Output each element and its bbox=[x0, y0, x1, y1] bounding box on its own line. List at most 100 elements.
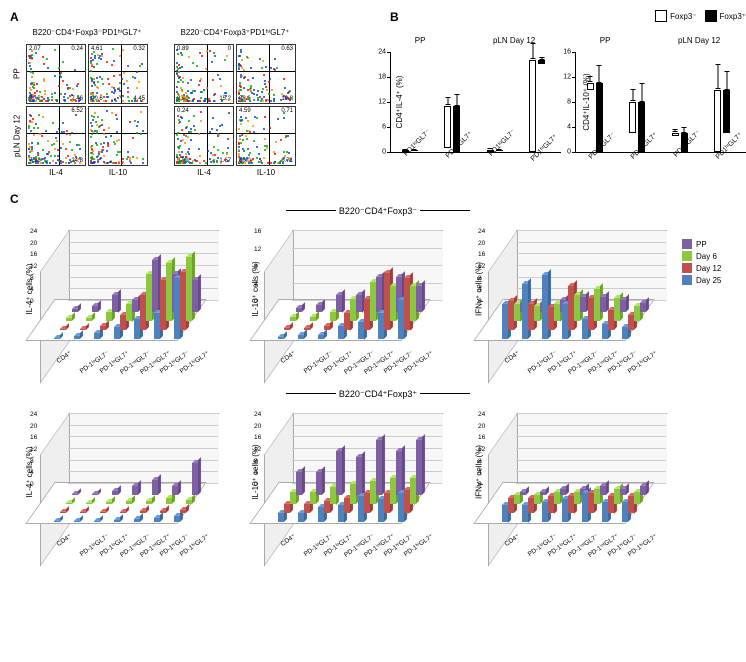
quadrant-value: 0.32 bbox=[133, 46, 145, 52]
panel-a-half-title: B220⁻CD4⁺Foxp3⁺PD1ʰⁱGL7⁺ bbox=[174, 28, 296, 42]
quadrant-value: 0 bbox=[228, 46, 231, 52]
x-axis-label: IL-4 bbox=[174, 168, 234, 180]
bar3d bbox=[192, 463, 198, 495]
bar3d bbox=[66, 503, 72, 504]
bar3d bbox=[92, 494, 98, 495]
bar bbox=[672, 133, 679, 136]
panel-a: A B220⁻CD4⁺Foxp3⁻PD1ʰⁱGL7⁺PP2.070.2490.2… bbox=[10, 10, 370, 180]
bar3d bbox=[296, 472, 302, 495]
group-label: pLN Day 12 bbox=[678, 36, 720, 45]
panel-a-row-label bbox=[158, 106, 172, 166]
legend-foxp3pos-swatch bbox=[705, 10, 717, 22]
bar3d bbox=[54, 338, 60, 339]
panel-a-plots: B220⁻CD4⁺Foxp3⁻PD1ʰⁱGL7⁺PP2.070.2490.27.… bbox=[10, 28, 370, 180]
bar3d bbox=[72, 494, 78, 495]
legend-foxp3neg-swatch bbox=[655, 10, 667, 22]
panel-b-chart: CD4⁺IL-10⁺ (%)0481216PPpLN Day 12PD1ˡᵒGL… bbox=[575, 52, 746, 153]
bar3d bbox=[316, 472, 322, 495]
bar3d bbox=[112, 491, 118, 495]
legend-label: Day 25 bbox=[696, 276, 721, 285]
legend-swatch bbox=[682, 263, 692, 273]
bar bbox=[444, 106, 451, 148]
y-tick-label: 4 bbox=[30, 469, 34, 476]
panel-c-top-title: B220⁻CD4⁺Foxp3⁻ bbox=[10, 206, 746, 217]
bar3d bbox=[376, 440, 382, 495]
y-tick-label: 8 bbox=[478, 275, 482, 282]
bar3d bbox=[152, 480, 158, 495]
quadrant-value: 0.89 bbox=[177, 46, 189, 52]
y-tick-label: 12 bbox=[254, 446, 261, 453]
bar3d bbox=[154, 518, 160, 522]
bar3d bbox=[126, 501, 132, 504]
y-tick-label: 12 bbox=[478, 263, 485, 270]
bar3d bbox=[186, 500, 192, 504]
bar3d bbox=[86, 503, 92, 504]
y-tick-label: 20 bbox=[30, 423, 37, 430]
bar3d bbox=[132, 300, 138, 312]
y-tick-label: 0 bbox=[30, 298, 34, 305]
panel-c-bottom-title: B220⁻CD4⁺Foxp3⁺ bbox=[10, 389, 746, 400]
panel-b-legend: Foxp3⁻ Foxp3⁺ bbox=[655, 10, 746, 22]
panel-a-half: B220⁻CD4⁺Foxp3⁻PD1ʰⁱGL7⁺PP2.070.2490.27.… bbox=[10, 28, 148, 180]
panel-a-row-label bbox=[158, 44, 172, 104]
bar3d bbox=[416, 440, 422, 495]
chart-3d: IL-4⁺ cells (%)04812162024CD4⁺PD-1ˡᵒGL7⁻… bbox=[10, 402, 220, 542]
bar3d bbox=[640, 486, 646, 495]
legend-foxp3pos-label: Foxp3⁺ bbox=[720, 12, 746, 21]
bar-group: PD1ʰⁱGL7⁺ bbox=[629, 102, 645, 152]
y-tick-label: 20 bbox=[478, 423, 485, 430]
y-tick-label: 24 bbox=[254, 411, 261, 418]
y-tick-label: 16 bbox=[478, 434, 485, 441]
bar3d bbox=[600, 486, 606, 495]
bar3d bbox=[620, 300, 626, 312]
bar3d bbox=[284, 504, 290, 513]
bar-group: PD1ˡᵒGL7⁻ bbox=[487, 150, 503, 152]
legend-label: Day 12 bbox=[696, 264, 721, 273]
panel-a-label: A bbox=[10, 10, 370, 24]
bar3d bbox=[376, 277, 382, 312]
bar3d bbox=[60, 512, 66, 513]
bar3d bbox=[356, 457, 362, 495]
bar3d bbox=[336, 295, 342, 313]
legend-swatch bbox=[682, 275, 692, 285]
y-tick-label: 4 bbox=[30, 286, 34, 293]
y-tick-label: 24 bbox=[478, 228, 485, 235]
legend-foxp3neg-label: Foxp3⁻ bbox=[670, 12, 696, 21]
y-tick-label: 8 bbox=[567, 99, 576, 106]
bar3d bbox=[106, 312, 112, 321]
bar3d bbox=[396, 451, 402, 495]
y-tick-label: 0 bbox=[567, 149, 576, 156]
scatter-plot: 4.610.3290.64.45 bbox=[88, 44, 148, 104]
legend-label: PP bbox=[696, 240, 707, 249]
panel-b-charts: CD4⁺IL-4⁺ (%)06121824PPpLN Day 12PD1ˡᵒGL… bbox=[390, 28, 746, 153]
bar3d bbox=[298, 335, 304, 339]
bar3d bbox=[146, 501, 152, 504]
bar3d bbox=[298, 513, 304, 522]
y-tick-label: 24 bbox=[30, 411, 37, 418]
bar3d bbox=[74, 336, 80, 339]
bar3d bbox=[54, 521, 60, 522]
legend-swatch bbox=[682, 239, 692, 249]
legend-swatch bbox=[682, 251, 692, 261]
bar-group: PD1ʰⁱGL7⁺ bbox=[714, 90, 730, 153]
y-tick-label: 18 bbox=[378, 74, 391, 81]
y-tick-label: 24 bbox=[378, 49, 391, 56]
figure: A B220⁻CD4⁺Foxp3⁻PD1ʰⁱGL7⁺PP2.070.2490.2… bbox=[10, 10, 736, 572]
y-tick-label: 12 bbox=[478, 446, 485, 453]
bar bbox=[714, 90, 721, 153]
y-tick-label: 24 bbox=[30, 228, 37, 235]
panel-b-label: B bbox=[390, 10, 399, 24]
bar3d bbox=[278, 513, 284, 522]
y-tick-label: 12 bbox=[30, 263, 37, 270]
bar3d bbox=[114, 520, 120, 522]
bar3d bbox=[318, 335, 324, 339]
bar3d bbox=[120, 512, 126, 513]
panel-c-row-bottom: IL-4⁺ cells (%)04812162024CD4⁺PD-1ˡᵒGL7⁻… bbox=[10, 402, 746, 542]
y-axis-label: CD4⁺IL-4⁺ (%) bbox=[395, 76, 404, 129]
bar3d bbox=[66, 318, 72, 321]
quadrant-value: 6.52 bbox=[71, 108, 83, 114]
panel-b: B Foxp3⁻ Foxp3⁺ CD4⁺IL-4⁺ (%)06121824PPp… bbox=[390, 10, 746, 180]
bar3d bbox=[134, 519, 140, 522]
scatter-plot bbox=[88, 106, 148, 166]
panel-c-bottom-title-text: B220⁻CD4⁺Foxp3⁺ bbox=[339, 389, 417, 399]
